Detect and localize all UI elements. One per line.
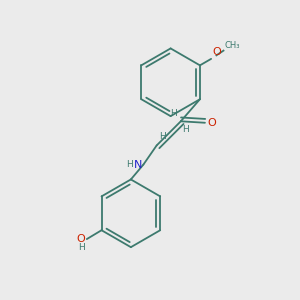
Text: CH₃: CH₃ [224,41,240,50]
Text: H: H [169,109,176,118]
Text: O: O [76,234,85,244]
Text: O: O [213,47,221,57]
Text: H: H [182,125,189,134]
Text: H: H [159,132,166,141]
Text: N: N [134,160,142,170]
Text: O: O [207,118,216,128]
Text: H: H [78,243,85,252]
Text: H: H [126,160,133,169]
